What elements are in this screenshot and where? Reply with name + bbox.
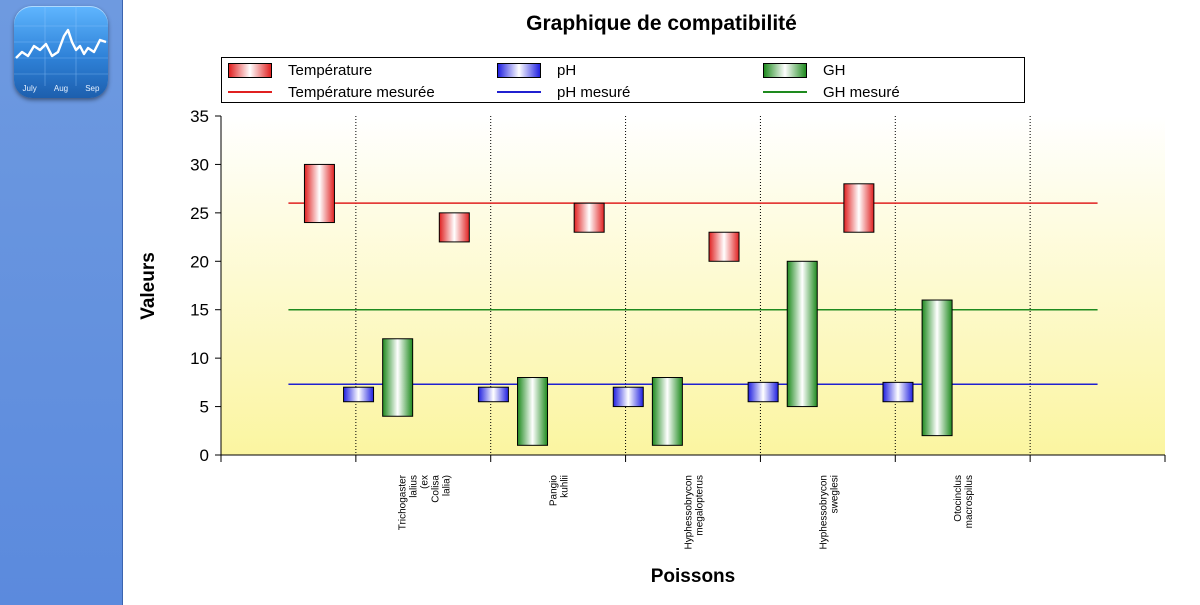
x-tick-label-line: Pangio <box>549 475 560 507</box>
x-tick-label-line: kuhlii <box>560 475 571 498</box>
legend-item-gh-measured: GH mesuré <box>763 82 900 102</box>
legend-label: pH mesuré <box>557 83 631 101</box>
chart-title: Graphique de compatibilité <box>526 12 797 35</box>
y-tick-label: 10 <box>190 349 209 368</box>
legend-line-gh <box>763 91 807 93</box>
x-tick-label-line: Colisa <box>430 475 441 503</box>
left-panel: July Aug Sep <box>0 0 123 605</box>
x-tick-label-line: macrospilus <box>964 475 975 528</box>
stocks-chart-icon[interactable]: July Aug Sep <box>14 6 108 98</box>
y-tick-label: 20 <box>190 252 209 271</box>
x-tick-label-line: sweglesi <box>829 475 840 513</box>
y-tick-label: 5 <box>200 398 209 417</box>
ph-bar <box>343 386 375 403</box>
gh-bar <box>786 260 818 408</box>
x-tick-label: Hyphessobrycon megalopterus <box>684 475 706 549</box>
legend-item-temperature: Température <box>228 60 372 80</box>
gh-bar <box>517 377 549 446</box>
legend-label: GH mesuré <box>823 83 900 101</box>
ph-bar <box>612 386 644 408</box>
legend-item-gh: GH <box>763 60 846 80</box>
gh-bar <box>651 377 683 446</box>
x-tick-label: Pangio kuhlii <box>549 475 571 507</box>
x-tick-label: Otocinclus macrospilus <box>953 475 975 528</box>
x-tick-label-line: lalia) <box>441 475 452 496</box>
x-tick-label-line: Trichogaster <box>397 474 408 530</box>
y-tick-label: 35 <box>190 107 209 126</box>
y-tick-label: 30 <box>190 155 209 174</box>
legend-item-ph: pH <box>497 60 576 80</box>
y-tick-label: 25 <box>190 204 209 223</box>
legend-swatch-ph <box>497 62 541 78</box>
legend-swatch-gh <box>763 62 807 78</box>
temperature-bar <box>843 183 875 233</box>
ph-bar <box>477 386 509 403</box>
x-tick-label: Trichogaster lalius (ex Colisa lalia) <box>397 474 452 530</box>
legend-line-ph <box>497 91 541 93</box>
x-tick-label: Hyphessobrycon sweglesi <box>818 475 840 549</box>
x-tick-label-line: lalius <box>408 475 419 498</box>
x-tick-label-line: (ex <box>419 475 430 489</box>
gh-bar <box>921 299 953 437</box>
x-axis-label: Poissons <box>650 566 736 587</box>
x-tick-label-line: Hyphessobrycon <box>684 475 695 549</box>
legend-label: GH <box>823 61 846 79</box>
x-tick-label-line: Hyphessobrycon <box>818 475 829 549</box>
chart-legend: Température pH GH Température mesurée pH… <box>221 57 1025 103</box>
temperature-bar <box>573 202 605 233</box>
gh-bar <box>382 338 414 417</box>
legend-item-temperature-measured: Température mesurée <box>228 82 435 102</box>
legend-label: Température mesurée <box>288 83 435 101</box>
x-tick-label-line: megalopterus <box>695 475 706 536</box>
legend-item-ph-measured: pH mesuré <box>497 82 630 102</box>
temperature-bar <box>708 231 740 262</box>
plot-background <box>221 116 1165 455</box>
y-tick-label: 15 <box>190 301 209 320</box>
icon-month-label: Aug <box>53 84 69 93</box>
y-tick-label: 0 <box>200 446 209 465</box>
temperature-bar <box>438 212 470 243</box>
icon-month-label: July <box>22 84 37 93</box>
ph-bar <box>747 381 779 403</box>
legend-label: Température <box>288 61 373 79</box>
ph-bar <box>882 381 914 403</box>
legend-label: pH <box>557 61 577 79</box>
legend-line-temperature <box>228 91 272 93</box>
x-tick-label-line: Otocinclus <box>953 475 964 522</box>
icon-month-label: Sep <box>85 84 100 93</box>
temperature-bar <box>303 163 335 224</box>
legend-swatch-temperature <box>228 62 272 78</box>
